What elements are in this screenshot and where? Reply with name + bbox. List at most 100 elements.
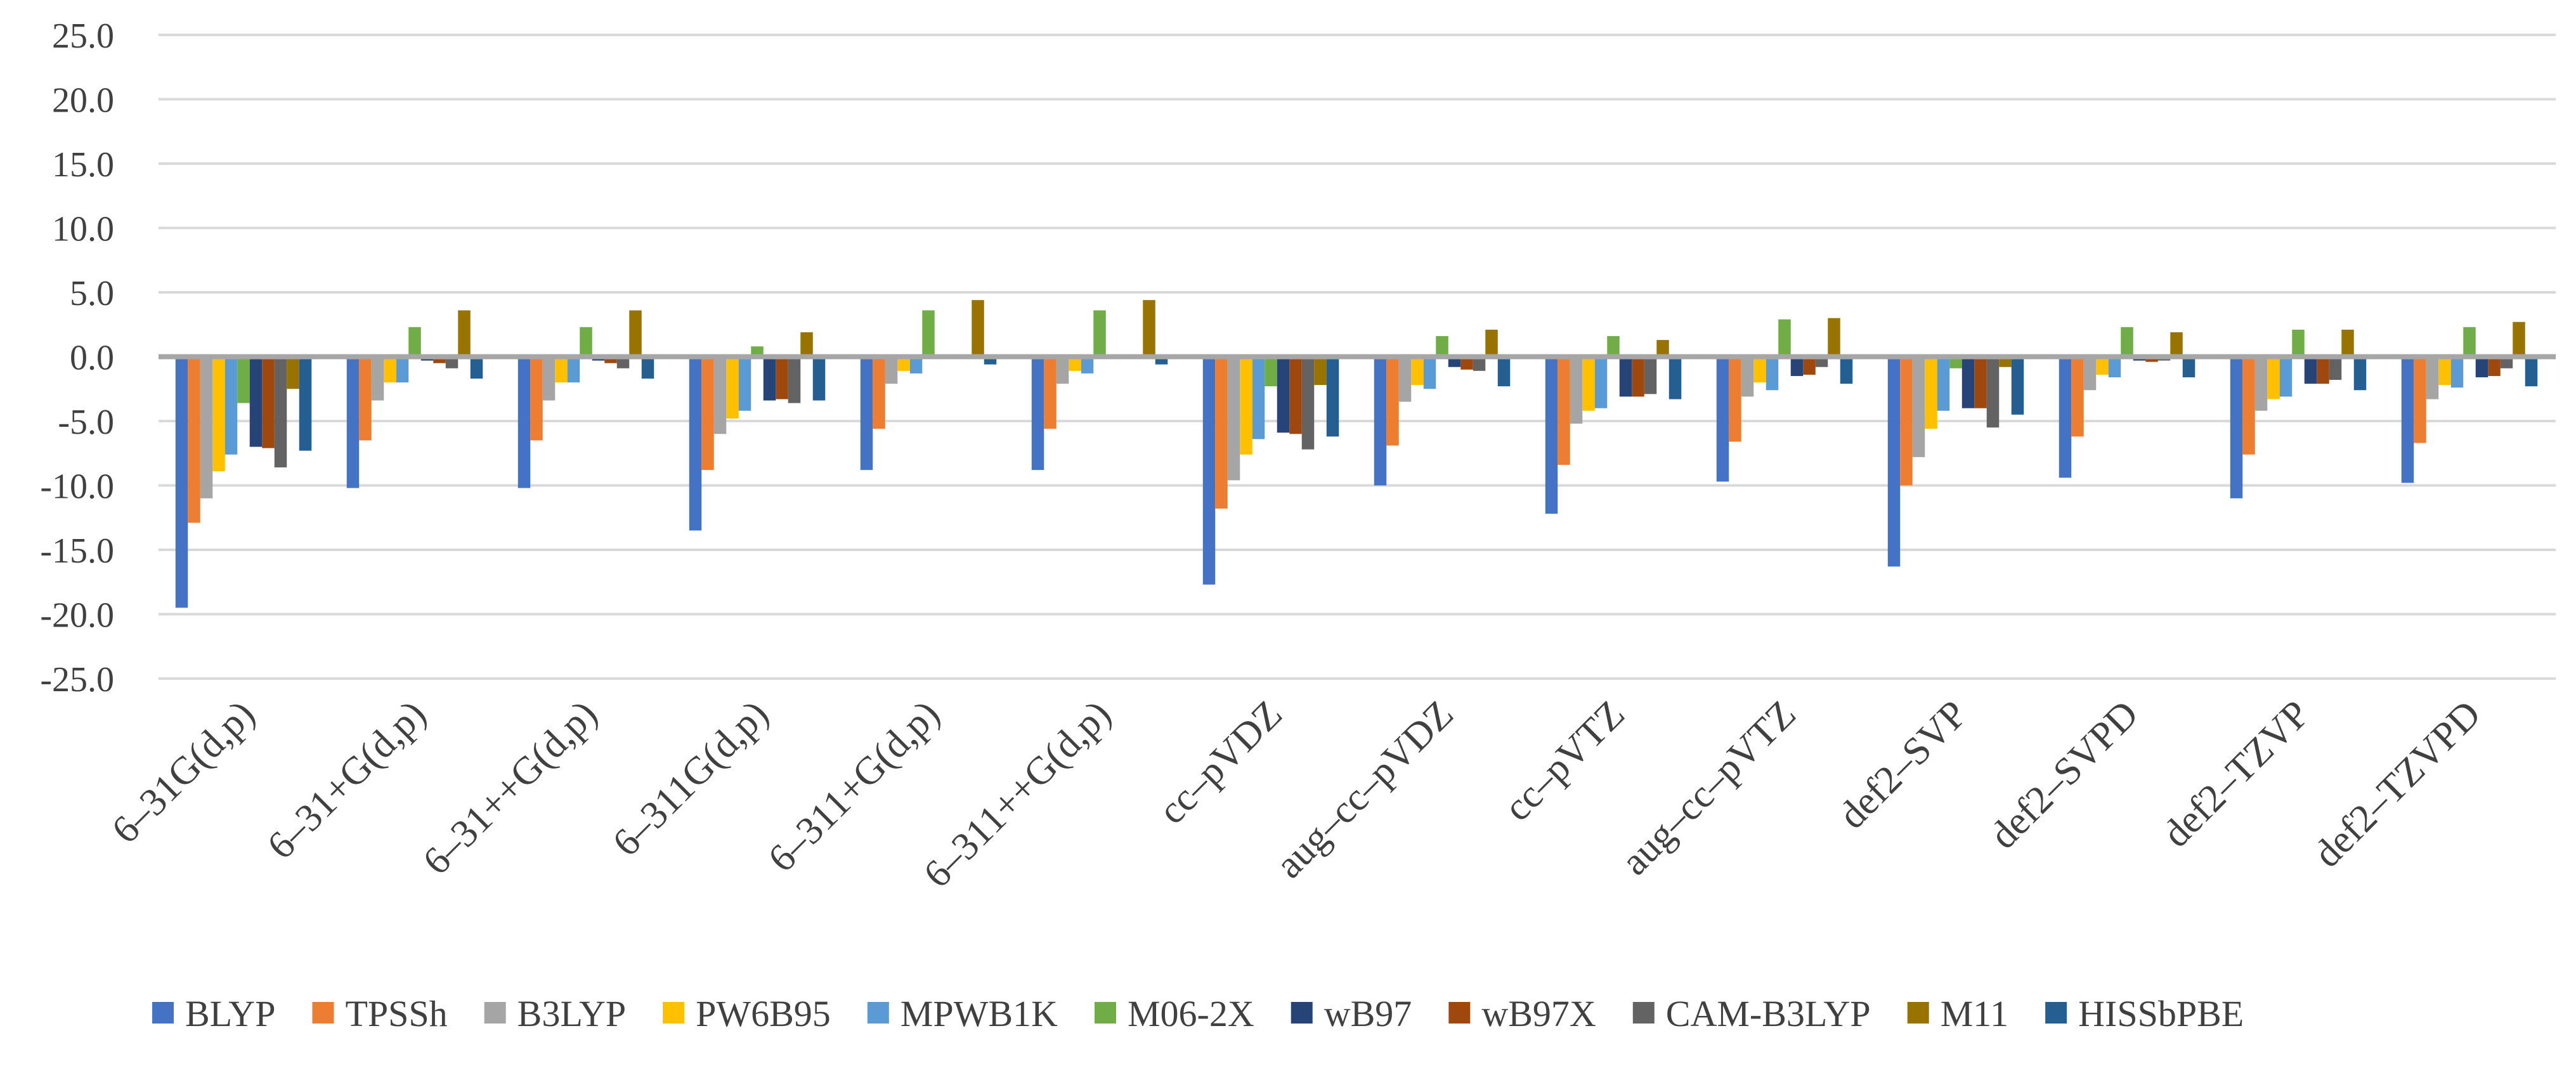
legend-swatch — [484, 1002, 506, 1024]
legend-label: wB97 — [1324, 993, 1412, 1034]
bar-wb97-3 — [763, 356, 776, 401]
bar-pw6b95-10 — [1925, 356, 1937, 429]
legend-swatch — [1291, 1002, 1313, 1024]
bar-pw6b95-2 — [555, 356, 568, 383]
bar-hissbpbe-11 — [2182, 356, 2195, 377]
bar-wb97x-7 — [1460, 356, 1473, 370]
bar-mpwb1k-8 — [1594, 356, 1608, 408]
bar-mpwb1k-1 — [396, 356, 409, 383]
bar-m06-2x-8 — [1607, 336, 1620, 357]
bar-mpwb1k-13 — [2450, 356, 2464, 388]
bar-m06-2x-4 — [922, 310, 935, 357]
bar-b3lyp-13 — [2426, 356, 2439, 400]
y-tick-label: 15.0 — [52, 145, 114, 185]
bar-hissbpbe-0 — [299, 356, 312, 451]
bar-hissbpbe-2 — [641, 356, 654, 379]
legend-label: CAM-B3LYP — [1666, 993, 1871, 1034]
bar-b3lyp-0 — [200, 356, 213, 498]
legend-swatch — [2045, 1002, 2067, 1024]
bar-tpssh-0 — [188, 356, 200, 523]
bar-cam-b3lyp-8 — [1644, 356, 1657, 394]
bar-tpssh-2 — [530, 356, 543, 441]
bar-b3lyp-4 — [885, 356, 898, 384]
x-tick-label: def2–SVPD — [1982, 692, 2147, 857]
x-tick-label: 6–31G(d,p) — [103, 692, 263, 852]
x-tick-label: def2–SVP — [1831, 692, 1975, 837]
bar-m06-2x-9 — [1778, 319, 1791, 357]
bar-mpwb1k-2 — [567, 356, 580, 383]
bar-m06-2x-13 — [2463, 327, 2476, 357]
bar-tpssh-6 — [1215, 356, 1228, 509]
bar-hissbpbe-8 — [1669, 356, 1682, 400]
legend-swatch — [1632, 1002, 1655, 1024]
bar-b3lyp-12 — [2254, 356, 2268, 411]
bar-hissbpbe-10 — [2011, 356, 2024, 415]
bar-pw6b95-4 — [897, 356, 910, 371]
bar-wb97x-1 — [433, 356, 446, 363]
bar-m11-6 — [1314, 356, 1327, 386]
bar-blyp-7 — [1374, 356, 1387, 486]
bar-hissbpbe-9 — [1840, 356, 1853, 384]
bar-mpwb1k-5 — [1081, 356, 1094, 374]
bar-cam-b3lyp-10 — [1986, 356, 2000, 428]
bar-pw6b95-7 — [1411, 356, 1424, 386]
bar-cam-b3lyp-12 — [2329, 356, 2342, 380]
bar-wb97x-2 — [604, 356, 617, 363]
bar-m06-2x-0 — [237, 356, 250, 403]
bar-m11-10 — [1999, 356, 2012, 367]
bar-wb97-7 — [1448, 356, 1461, 367]
legend-swatch — [1907, 1002, 1929, 1024]
legend-label: TPSSh — [345, 993, 447, 1034]
bar-wb97-9 — [1790, 356, 1804, 376]
bar-mpwb1k-0 — [224, 356, 238, 455]
y-tick-label: 20.0 — [52, 81, 114, 120]
bar-mpwb1k-12 — [2279, 356, 2293, 397]
bar-m06-2x-12 — [2292, 329, 2305, 357]
x-tick-label: cc–pVTZ — [1496, 692, 1633, 829]
y-tick-label: 5.0 — [70, 274, 114, 313]
x-tick-label: aug–cc–pVTZ — [1613, 692, 1804, 883]
bar-wb97-0 — [249, 356, 263, 447]
bar-tpssh-10 — [1900, 356, 1913, 486]
x-tick-label: 6–311G(d,p) — [604, 692, 777, 865]
bar-m11-0 — [287, 356, 299, 389]
bar-hissbpbe-1 — [470, 356, 483, 379]
bar-blyp-4 — [860, 356, 873, 471]
y-tick-label: -10.0 — [40, 467, 114, 507]
legend-label: BLYP — [185, 993, 275, 1034]
bar-wb97-13 — [2475, 356, 2488, 377]
bar-mpwb1k-7 — [1423, 356, 1436, 389]
bar-b3lyp-10 — [1912, 356, 1925, 457]
bar-m06-2x-1 — [408, 327, 421, 357]
bar-wb97x-10 — [1974, 356, 1987, 408]
bar-b3lyp-8 — [1570, 356, 1583, 424]
bar-tpssh-13 — [2414, 356, 2426, 443]
bar-wb97x-3 — [776, 356, 788, 400]
legend-swatch — [1448, 1002, 1471, 1024]
bar-cam-b3lyp-3 — [788, 356, 801, 403]
legend-label: MPWB1K — [901, 993, 1058, 1034]
bar-hissbpbe-7 — [1497, 356, 1511, 387]
bar-tpssh-4 — [873, 356, 885, 429]
bar-m11-9 — [1828, 318, 1840, 357]
bar-blyp-2 — [517, 356, 531, 488]
bar-b3lyp-2 — [542, 356, 556, 401]
bar-mpwb1k-9 — [1766, 356, 1779, 391]
bar-pw6b95-3 — [726, 356, 739, 419]
y-tick-label: 0.0 — [70, 339, 114, 378]
bar-m11-12 — [2341, 329, 2354, 357]
x-tick-label: cc–pVDZ — [1150, 692, 1291, 833]
bar-hissbpbe-6 — [1326, 356, 1339, 437]
bar-blyp-1 — [346, 356, 360, 488]
gridlines — [159, 34, 2556, 680]
bar-blyp-0 — [175, 356, 188, 608]
y-tick-label: -5.0 — [58, 403, 114, 442]
legend-swatch — [1094, 1002, 1116, 1024]
bar-wb97-8 — [1619, 356, 1632, 397]
x-tick-label: aug–cc–pVDZ — [1268, 692, 1462, 887]
bar-pw6b95-1 — [384, 356, 396, 383]
bar-m11-13 — [2513, 322, 2525, 357]
bar-wb97-12 — [2304, 356, 2317, 384]
x-tick-label: 6–31+G(d,p) — [259, 692, 434, 868]
